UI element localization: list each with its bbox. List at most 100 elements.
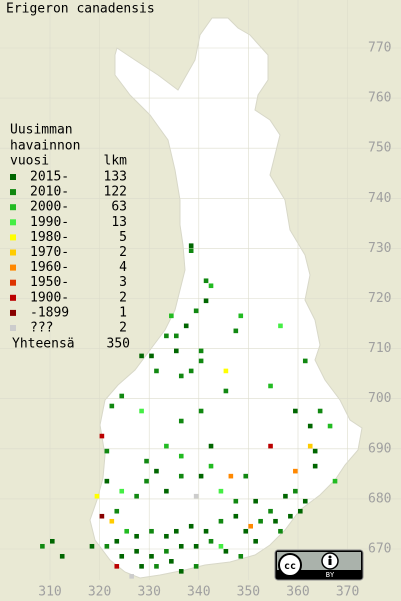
occurrence-square <box>233 513 239 519</box>
x-tick-label: 330 <box>137 585 160 600</box>
occurrence-square <box>198 358 204 364</box>
occurrence-square <box>104 478 110 484</box>
occurrence-square <box>178 473 184 479</box>
occurrence-square <box>99 433 105 439</box>
occurrence-square <box>283 493 288 499</box>
legend-swatch <box>10 189 16 196</box>
y-tick-label: 710 <box>368 341 391 356</box>
occurrence-square <box>298 508 303 514</box>
legend-count: 133 <box>104 170 127 185</box>
occurrence-square <box>332 478 338 484</box>
x-tick-label: 310 <box>38 585 61 600</box>
occurrence-square <box>208 443 214 449</box>
occurrence-square <box>268 508 273 514</box>
y-tick-label: 760 <box>368 91 391 106</box>
occurrence-square <box>198 348 204 354</box>
legend-label: 2015- <box>30 170 69 185</box>
y-tick-label: 680 <box>368 491 391 506</box>
legend-swatch <box>10 325 16 331</box>
y-tick-label: 740 <box>368 191 391 206</box>
x-tick-label: 340 <box>187 585 210 600</box>
occurrence-square <box>119 393 125 399</box>
occurrence-square <box>119 554 125 559</box>
occurrence-square <box>169 559 174 564</box>
y-tick-label: 770 <box>368 41 391 56</box>
occurrence-square <box>193 543 199 549</box>
occurrence-square <box>193 493 199 499</box>
occurrence-square <box>203 298 209 304</box>
occurrence-square <box>302 498 308 504</box>
legend-total: 350 <box>107 337 130 352</box>
legend-count: 2 <box>119 321 127 336</box>
x-tick-label: 320 <box>88 585 111 600</box>
occurrence-square <box>164 443 169 449</box>
occurrence-square <box>238 554 244 559</box>
y-tick-label: 750 <box>368 141 391 156</box>
occurrence-square <box>99 513 105 519</box>
legend-count: 4 <box>119 260 127 275</box>
occurrence-square <box>154 468 159 474</box>
occurrence-square <box>218 518 224 524</box>
occurrence-square <box>144 458 149 464</box>
legend-swatch <box>10 309 16 316</box>
legend-label: 2010- <box>30 185 69 200</box>
occurrence-square <box>139 408 144 414</box>
occurrence-square <box>327 423 333 429</box>
occurrence-square <box>139 353 144 359</box>
occurrence-square <box>278 323 283 329</box>
occurrence-square <box>114 508 120 514</box>
license-text: BY <box>326 571 335 579</box>
occurrence-square <box>114 538 120 544</box>
legend-swatch <box>10 234 16 241</box>
occurrence-square <box>104 448 110 454</box>
occurrence-square <box>248 523 253 529</box>
legend-count: 13 <box>111 215 127 230</box>
legend-label: 1970- <box>30 245 69 260</box>
y-tick-label: 730 <box>368 241 391 256</box>
legend-count: 2 <box>119 245 127 260</box>
occurrence-square <box>164 549 169 554</box>
legend-count: 5 <box>119 230 127 245</box>
occurrence-square <box>178 543 184 549</box>
legend-col-label: vuosi <box>10 154 49 169</box>
occurrence-square <box>208 463 214 469</box>
occurrence-square <box>149 554 154 559</box>
occurrence-square <box>144 478 149 484</box>
legend-count: 1 <box>119 305 127 320</box>
occurrence-square <box>109 403 115 409</box>
occurrence-square <box>154 564 159 569</box>
occurrence-square <box>164 488 169 494</box>
legend-label: ??? <box>30 321 53 336</box>
occurrence-square <box>169 313 174 319</box>
occurrence-square <box>307 443 313 449</box>
license-badge: cc BY <box>274 549 364 581</box>
occurrence-square <box>223 368 229 374</box>
legend-label: 1900- <box>30 290 69 305</box>
occurrence-square <box>174 348 179 354</box>
occurrence-square <box>203 528 209 534</box>
occurrence-square <box>94 493 100 499</box>
occurrence-square <box>268 383 273 389</box>
occurrence-square <box>218 543 224 549</box>
occurrence-square <box>129 574 134 579</box>
legend-count: 2 <box>119 290 127 305</box>
legend-swatch <box>10 204 16 211</box>
occurrence-square <box>164 333 169 339</box>
occurrence-square <box>193 308 199 314</box>
occurrence-square <box>223 388 229 394</box>
legend-label: 1980- <box>30 230 69 245</box>
svg-text:cc: cc <box>284 561 296 572</box>
x-tick-label: 350 <box>237 585 260 600</box>
legend-swatch <box>10 279 16 286</box>
occurrence-square <box>188 243 194 248</box>
legend-label: 2000- <box>30 200 69 215</box>
occurrence-square <box>218 488 224 494</box>
y-tick-label: 720 <box>368 291 391 306</box>
occurrence-square <box>154 368 159 374</box>
occurrence-square <box>223 549 229 554</box>
title: Erigeron canadensis <box>6 2 155 17</box>
occurrence-square <box>317 408 323 414</box>
legend-swatch <box>10 294 16 301</box>
occurrence-square <box>149 528 154 534</box>
occurrence-square <box>273 518 278 524</box>
